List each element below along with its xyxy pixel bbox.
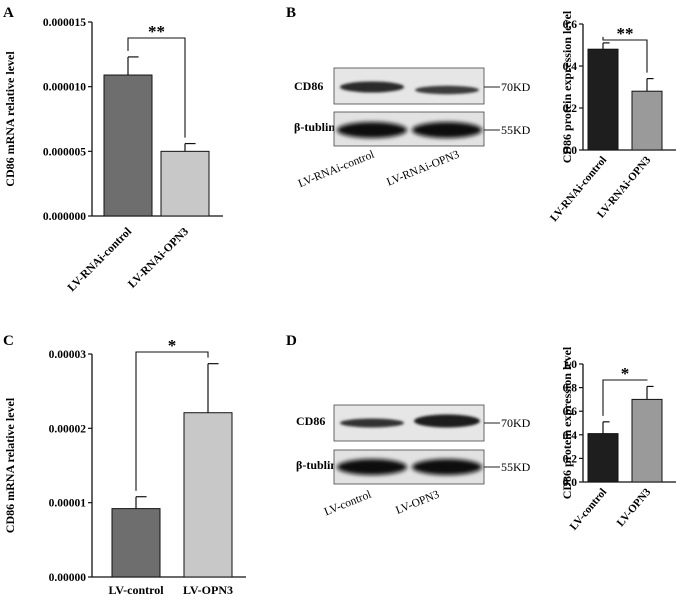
- lane-d-control: LV-control: [323, 489, 374, 519]
- y-axis-label-b: CD86 protein expression level: [560, 10, 574, 163]
- blot-b-row1-label: CD86: [294, 79, 323, 93]
- marker-b-70kd: 70KD: [501, 80, 531, 94]
- bar-d-0: [587, 433, 619, 483]
- y-tick-label-d-5: 1.0: [563, 359, 578, 371]
- marker-d-70kd: 70KD: [501, 416, 531, 430]
- y-axis-label-d: CD86 protein expression level: [560, 346, 574, 499]
- significance-label-a: **: [148, 22, 165, 41]
- significance-label-c: *: [168, 336, 177, 355]
- band-d-cd86-control: [340, 418, 404, 428]
- bar-a-0: [103, 74, 153, 217]
- significance-label-d: *: [621, 364, 630, 383]
- y-tick-label-c-2: 0.00002: [49, 423, 87, 435]
- y-axis-label-a: CD86 mRNA relative level: [3, 51, 17, 187]
- y-tick-label-d-0: 0.0: [563, 477, 578, 489]
- y-tick-label-d-4: 0.8: [563, 383, 578, 395]
- blot-d-row2-label: β-tublin: [296, 458, 337, 472]
- blot-b-row2-label: β-tublin: [294, 120, 335, 134]
- y-tick-label-a-0: 0.000000: [43, 211, 86, 223]
- bar-c-0: [111, 508, 161, 578]
- y-tick-label-b-0: 0.0: [563, 145, 578, 157]
- lane-d-opn3: LV-OPN3: [394, 489, 441, 517]
- y-tick-label-d-3: 0.6: [563, 406, 578, 418]
- y-tick-label-c-0: 0.00000: [49, 572, 87, 584]
- panel-letter-c: C: [3, 333, 14, 349]
- band-b-cd86-control: [340, 81, 404, 93]
- band-d-cd86-opn3: [414, 414, 480, 428]
- band-d-tubulin-opn3: [412, 459, 482, 475]
- y-tick-label-a-1: 0.000005: [43, 146, 86, 158]
- lane-b-control: LV-RNAi-control: [297, 149, 377, 190]
- y-tick-label-b-1: 0.2: [563, 103, 578, 115]
- western-blot-b: CD86 β-tublin 70KD 55KD LV-RNAi-control …: [294, 67, 531, 190]
- significance-bracket-d: [602, 379, 648, 416]
- lane-b-opn3: LV-RNAi-OPN3: [385, 149, 461, 189]
- y-tick-label-b-3: 0.6: [563, 19, 578, 31]
- bar-a-1: [160, 150, 210, 217]
- band-d-tubulin-control: [337, 459, 407, 475]
- bar-c-1: [183, 412, 233, 578]
- y-tick-label-d-1: 0.2: [563, 453, 578, 465]
- chart-c-mrna-overexpression: 0.00000 0.00001 0.00002 0.00003 CD86 mRNA re…: [3, 336, 246, 597]
- y-tick-label-a-3: 0.000015: [43, 17, 86, 29]
- panel-letter-b: B: [286, 5, 296, 21]
- significance-bracket-a: [127, 37, 186, 138]
- y-tick-label-a-2: 0.000010: [43, 82, 86, 94]
- significance-label-b: **: [617, 24, 634, 43]
- y-tick-label-c-1: 0.00001: [49, 498, 87, 510]
- significance-bracket-c: [135, 351, 209, 491]
- y-tick-label-b-2: 0.4: [563, 61, 578, 73]
- panel-letter-a: A: [3, 5, 14, 21]
- panel-letter-d: D: [286, 333, 297, 349]
- y-tick-label-c-3: 0.00003: [49, 349, 87, 361]
- band-b-tubulin-opn3: [412, 122, 482, 138]
- bar-d-1: [631, 398, 663, 483]
- category-label-c-0: LV-control: [108, 583, 164, 597]
- y-axis-label-c: CD86 mRNA relative level: [3, 397, 17, 533]
- marker-b-55kd: 55KD: [501, 123, 531, 137]
- bar-b-1: [631, 90, 663, 151]
- western-blot-d: CD86 β-tublin 70KD 55KD LV-control LV-OP…: [296, 404, 531, 519]
- category-label-d-1: LV-OPN3: [615, 486, 654, 529]
- category-label-a-1: LV-RNAi-OPN3: [126, 225, 191, 290]
- band-b-cd86-opn3: [415, 85, 479, 95]
- category-label-a-0: LV-RNAi-control: [66, 226, 134, 294]
- y-tick-label-d-2: 0.4: [563, 430, 578, 442]
- blot-d-row1-label: CD86: [296, 414, 325, 428]
- chart-a-mrna-rnai: 0.000000 0.000005 0.000010 0.000015 CD86 mRN…: [3, 17, 223, 294]
- category-label-c-1: LV-OPN3: [183, 583, 233, 597]
- marker-d-55kd: 55KD: [501, 460, 531, 474]
- significance-bracket-b: [602, 36, 648, 73]
- bar-b-0: [587, 48, 619, 151]
- band-b-tubulin-control: [337, 122, 407, 138]
